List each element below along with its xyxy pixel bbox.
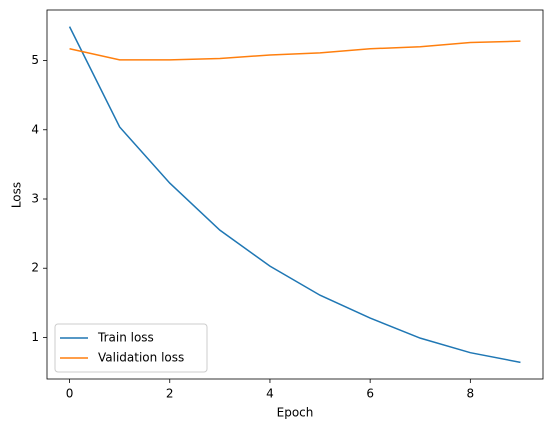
x-axis-label: Epoch xyxy=(277,406,314,420)
y-tick-label: 1 xyxy=(31,330,39,344)
x-tick-label: 4 xyxy=(266,387,274,401)
legend-label: Train loss xyxy=(97,331,154,345)
plot-frame xyxy=(46,9,544,380)
y-tick-label: 3 xyxy=(31,192,39,206)
legend-label: Validation loss xyxy=(98,351,184,365)
data-line xyxy=(68,26,521,364)
x-tick-label: 8 xyxy=(467,387,475,401)
y-tick-label: 2 xyxy=(31,261,39,275)
x-tick-label: 2 xyxy=(166,387,174,401)
y-tick-label: 4 xyxy=(31,122,39,136)
y-tick-label: 5 xyxy=(31,53,39,67)
y-axis-label: Loss xyxy=(10,182,24,208)
x-tick-label: 6 xyxy=(366,387,374,401)
data-line xyxy=(69,40,521,61)
legend-box xyxy=(54,323,208,373)
x-tick-label: 0 xyxy=(66,387,74,401)
